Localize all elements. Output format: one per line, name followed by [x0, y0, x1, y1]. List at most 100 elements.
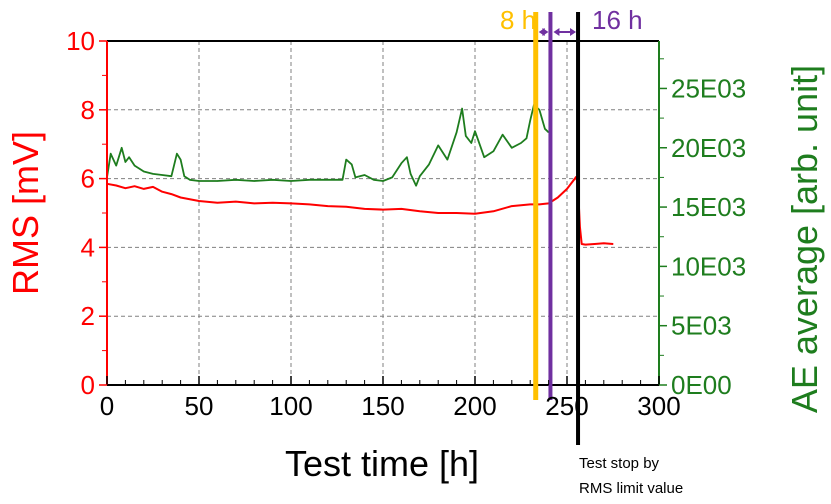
- rms-data-point: [134, 185, 136, 187]
- rms-data-point: [253, 202, 255, 204]
- annotation-test-stop-line1: Test stop by: [579, 455, 660, 472]
- rms-data-point: [456, 212, 458, 214]
- x-tick-label: 100: [269, 391, 312, 421]
- rms-data-point: [382, 208, 384, 211]
- ae-data-point: [465, 135, 467, 137]
- ae-data-point: [110, 153, 112, 155]
- rms-data-point: [538, 203, 541, 205]
- ae-data-point: [134, 164, 136, 167]
- rms-data-point: [566, 188, 568, 190]
- ae-data-point: [538, 109, 541, 111]
- y-right-tick-label: 5E03: [671, 311, 732, 341]
- rms-data-point: [511, 205, 513, 207]
- rms-data-point: [143, 188, 145, 190]
- ae-data-point: [428, 163, 430, 165]
- rms-data-point: [198, 200, 200, 202]
- rms-data-point: [235, 201, 237, 203]
- y-axis-right-title: AE average [arb. unit]: [784, 65, 825, 413]
- arrow-16h-stop-head-right: [570, 28, 577, 36]
- rms-data-point: [584, 244, 587, 246]
- rms-data-point: [400, 208, 402, 210]
- ae-data-point: [525, 137, 528, 139]
- ae-data-point: [382, 180, 384, 182]
- ae-data-point: [121, 147, 123, 149]
- arrow-16h-stop-head-left: [553, 28, 560, 36]
- y-axis-left-title: RMS [mV]: [5, 131, 46, 295]
- ae-data-point: [128, 156, 130, 158]
- ae-data-point: [170, 175, 172, 177]
- annotation-16h: 16 h: [592, 5, 643, 35]
- ae-data-point: [290, 180, 292, 182]
- y-left-tick-label: 10: [66, 26, 95, 56]
- rms-data-point: [115, 184, 117, 187]
- ae-data-point: [183, 175, 185, 177]
- rms-data-point: [557, 196, 559, 199]
- ae-data-point: [544, 128, 546, 130]
- ae-data-point: [115, 164, 117, 167]
- rms-data-point: [327, 205, 329, 207]
- rms-series-line-1: [577, 187, 614, 246]
- rms-data-point: [594, 243, 596, 245]
- rms-data-point: [308, 203, 310, 205]
- ae-data-point: [351, 163, 353, 165]
- rms-data-point: [581, 243, 583, 245]
- ae-data-point: [354, 176, 356, 179]
- x-tick-label: 200: [453, 391, 496, 421]
- ae-data-point: [189, 179, 191, 181]
- ae-data-point: [139, 168, 141, 170]
- ae-data-point: [161, 174, 163, 176]
- ae-data-point: [470, 142, 472, 144]
- ae-data-point: [400, 162, 402, 164]
- rms-data-point: [290, 202, 292, 204]
- x-tick-label: 300: [637, 391, 680, 421]
- rms-data-point: [364, 208, 366, 210]
- ae-data-point: [272, 179, 274, 181]
- ae-data-point: [327, 179, 329, 181]
- y-right-tick-label: 15E03: [671, 192, 746, 222]
- rms-data-point: [437, 212, 439, 214]
- ae-data-point: [461, 108, 463, 110]
- rms-data-point: [152, 186, 154, 188]
- rms-data-point: [272, 202, 274, 204]
- ae-data-point: [529, 119, 531, 122]
- rms-data-point: [180, 196, 182, 199]
- y-right-tick-label: 25E03: [671, 73, 746, 103]
- rms-data-point: [170, 193, 172, 195]
- arrow-8h-16h-head-right: [542, 28, 549, 36]
- ae-data-point: [419, 175, 421, 177]
- ae-data-point: [364, 174, 366, 176]
- ae-data-point: [143, 170, 145, 173]
- marker-lines: [533, 12, 581, 445]
- x-tick-label: 50: [185, 391, 214, 421]
- ae-data-point: [406, 156, 408, 158]
- ae-data-point: [492, 150, 494, 152]
- ae-data-point: [483, 156, 485, 158]
- ae-data-point: [180, 159, 182, 161]
- y-right-tick-label: 20E03: [671, 133, 746, 163]
- rms-data-point: [161, 191, 163, 193]
- rms-data-point: [529, 203, 531, 205]
- y-left-tick-label: 8: [81, 95, 95, 125]
- ae-data-point: [216, 180, 218, 182]
- x-tick-label: 150: [361, 391, 404, 421]
- ae-data-point: [456, 131, 458, 133]
- rms-data-point: [612, 243, 614, 245]
- interval-arrow: [538, 28, 577, 36]
- ae-data-point: [511, 147, 513, 149]
- rms-data-point: [345, 206, 347, 208]
- ae-series-line-2: [106, 104, 550, 187]
- ae-data-point: [253, 180, 255, 182]
- ae-data-point: [341, 179, 344, 181]
- annotation-8h: 8 h: [500, 5, 536, 35]
- y-left-tick-label: 6: [81, 164, 95, 194]
- ae-data-point: [198, 180, 200, 182]
- ae-data-point: [391, 176, 393, 179]
- x-tick-label: 0: [100, 391, 114, 421]
- rms-data-point: [492, 210, 494, 212]
- ae-data-point: [345, 159, 347, 161]
- ae-data-point: [124, 161, 126, 163]
- y-right-tick-label: 0E00: [671, 370, 732, 400]
- ae-data-point: [410, 173, 412, 175]
- rms-data-point: [419, 210, 421, 212]
